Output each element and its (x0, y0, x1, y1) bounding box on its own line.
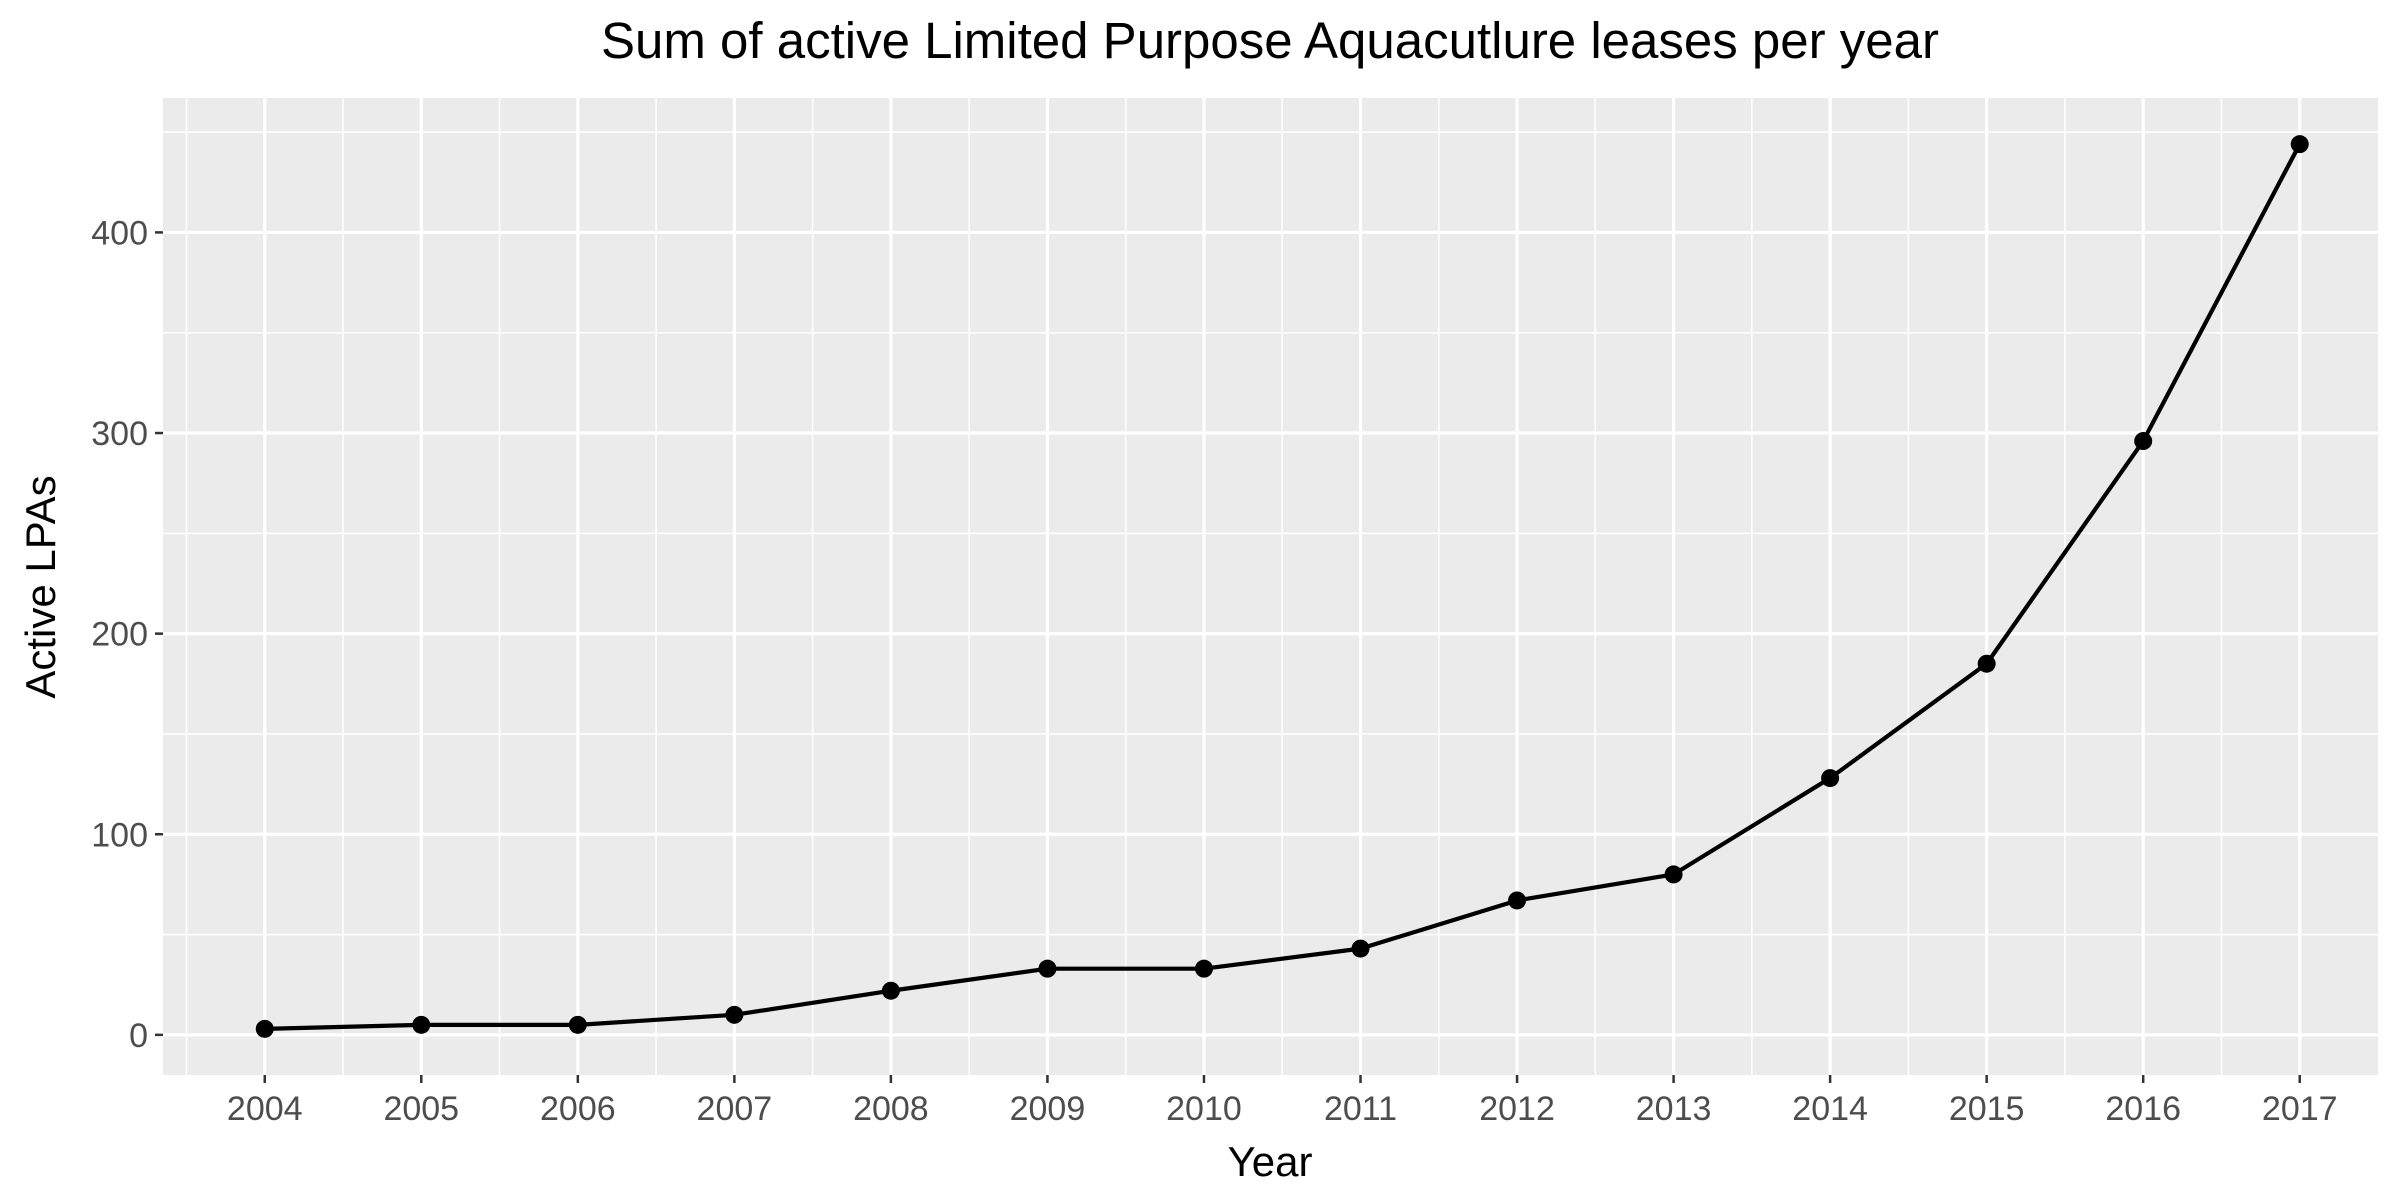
data-point (1351, 939, 1370, 958)
y-tick-label: 400 (91, 214, 148, 252)
data-point (2290, 135, 2309, 154)
x-tick-label: 2009 (1010, 1090, 1086, 1128)
data-point (255, 1019, 274, 1038)
y-tick-label: 0 (129, 1017, 148, 1055)
x-tick-label: 2014 (1792, 1090, 1868, 1128)
data-point (1664, 865, 1683, 884)
data-point (1038, 959, 1057, 978)
x-tick-label: 2011 (1324, 1090, 1397, 1128)
x-tick-label: 2016 (2105, 1090, 2181, 1128)
x-tick-label: 2004 (227, 1090, 303, 1128)
x-tick-label: 2005 (383, 1090, 459, 1128)
x-tick-label: 2006 (540, 1090, 616, 1128)
series-line (264, 143, 2302, 1031)
data-point (1821, 769, 1840, 788)
x-tick-label: 2012 (1479, 1090, 1555, 1128)
x-tick-label: 2013 (1636, 1090, 1712, 1128)
y-tick-label: 100 (91, 816, 148, 854)
x-tick-label: 2015 (1949, 1090, 2025, 1128)
y-axis-label: Active LPAs (17, 475, 64, 698)
x-tick-label: 2008 (853, 1090, 929, 1128)
data-point (1194, 959, 1213, 978)
plot-panel (163, 98, 2378, 1075)
plot-area: 2004 2005 2006 2007 2008 2009 2010 2011 2012 2013… (91, 98, 2378, 1128)
data-point (1977, 654, 1996, 673)
chart-title: Sum of active Limited Purpose Aquacutlur… (601, 12, 1939, 69)
y-tick-label: 200 (91, 616, 148, 654)
data-point (881, 981, 900, 1000)
data-point (568, 1015, 587, 1034)
data-point (1508, 891, 1527, 910)
data-point (2134, 432, 2153, 451)
x-tick-label: 2010 (1166, 1090, 1242, 1128)
x-tick-label: 2007 (697, 1090, 773, 1128)
y-tick-label: 300 (91, 415, 148, 453)
x-axis-label: Year (1228, 1138, 1313, 1185)
x-tick-label: 2017 (2262, 1090, 2338, 1128)
data-point (725, 1005, 744, 1024)
data-point (412, 1015, 431, 1034)
